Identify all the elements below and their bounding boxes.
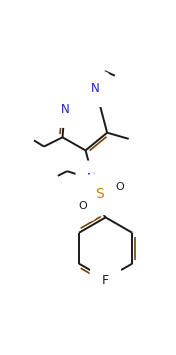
Text: N: N xyxy=(91,82,100,95)
Text: N: N xyxy=(87,173,96,185)
Text: S: S xyxy=(95,187,104,201)
Text: N: N xyxy=(60,103,69,116)
Text: F: F xyxy=(102,274,109,287)
Text: O: O xyxy=(78,201,87,211)
Text: O: O xyxy=(115,182,124,192)
